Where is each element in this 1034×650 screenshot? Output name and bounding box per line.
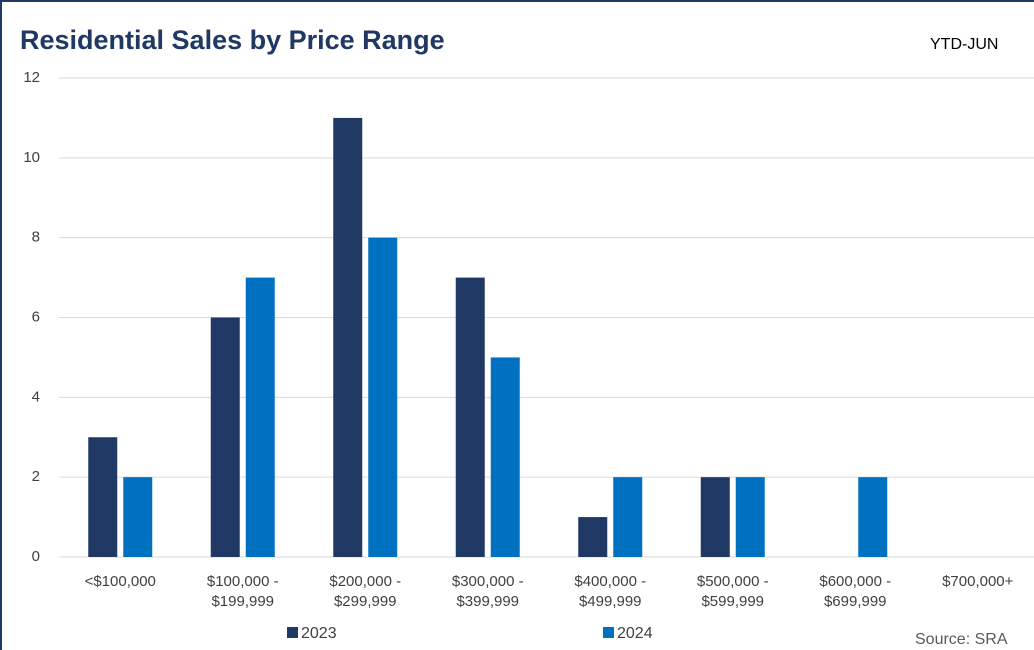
- x-tick-label: $600,000 -$699,999: [819, 573, 891, 610]
- bar: [333, 117, 363, 558]
- y-tick-label: 2: [32, 468, 40, 485]
- bar: [613, 477, 643, 557]
- bar: [700, 477, 730, 557]
- y-tick-label: 12: [23, 69, 40, 86]
- x-tick-label: $200,000 -$299,999: [329, 573, 401, 610]
- y-tick-label: 0: [32, 548, 40, 565]
- y-tick-label: 4: [32, 388, 40, 405]
- y-tick-label: 6: [32, 308, 40, 325]
- bar: [578, 517, 608, 557]
- bar: [368, 237, 398, 557]
- chart-subtitle: YTD-JUN: [930, 36, 998, 53]
- y-tick-label: 8: [32, 229, 40, 246]
- legend-label: 2024: [617, 625, 653, 642]
- bar: [245, 277, 275, 557]
- x-tick-label: $400,000 -$499,999: [574, 573, 646, 610]
- x-tick-label: $100,000 -$199,999: [207, 573, 279, 610]
- x-tick-label: <$100,000: [85, 573, 156, 590]
- bar: [735, 477, 765, 557]
- bar: [88, 437, 118, 557]
- legend-label: 2023: [301, 625, 337, 642]
- source-note: Source: SRA: [915, 631, 1008, 648]
- chart-title: Residential Sales by Price Range: [20, 25, 445, 55]
- y-tick-label: 10: [23, 149, 40, 166]
- bar: [123, 477, 153, 557]
- x-tick-label: $300,000 -$399,999: [452, 573, 524, 610]
- bar: [490, 357, 520, 557]
- legend-swatch: [603, 627, 614, 638]
- x-tick-label: $500,000 -$599,999: [697, 573, 769, 610]
- legend-swatch: [287, 627, 298, 638]
- bar: [210, 317, 240, 557]
- bar: [858, 477, 888, 557]
- x-tick-label: $700,000+: [942, 573, 1014, 590]
- bar: [455, 277, 485, 557]
